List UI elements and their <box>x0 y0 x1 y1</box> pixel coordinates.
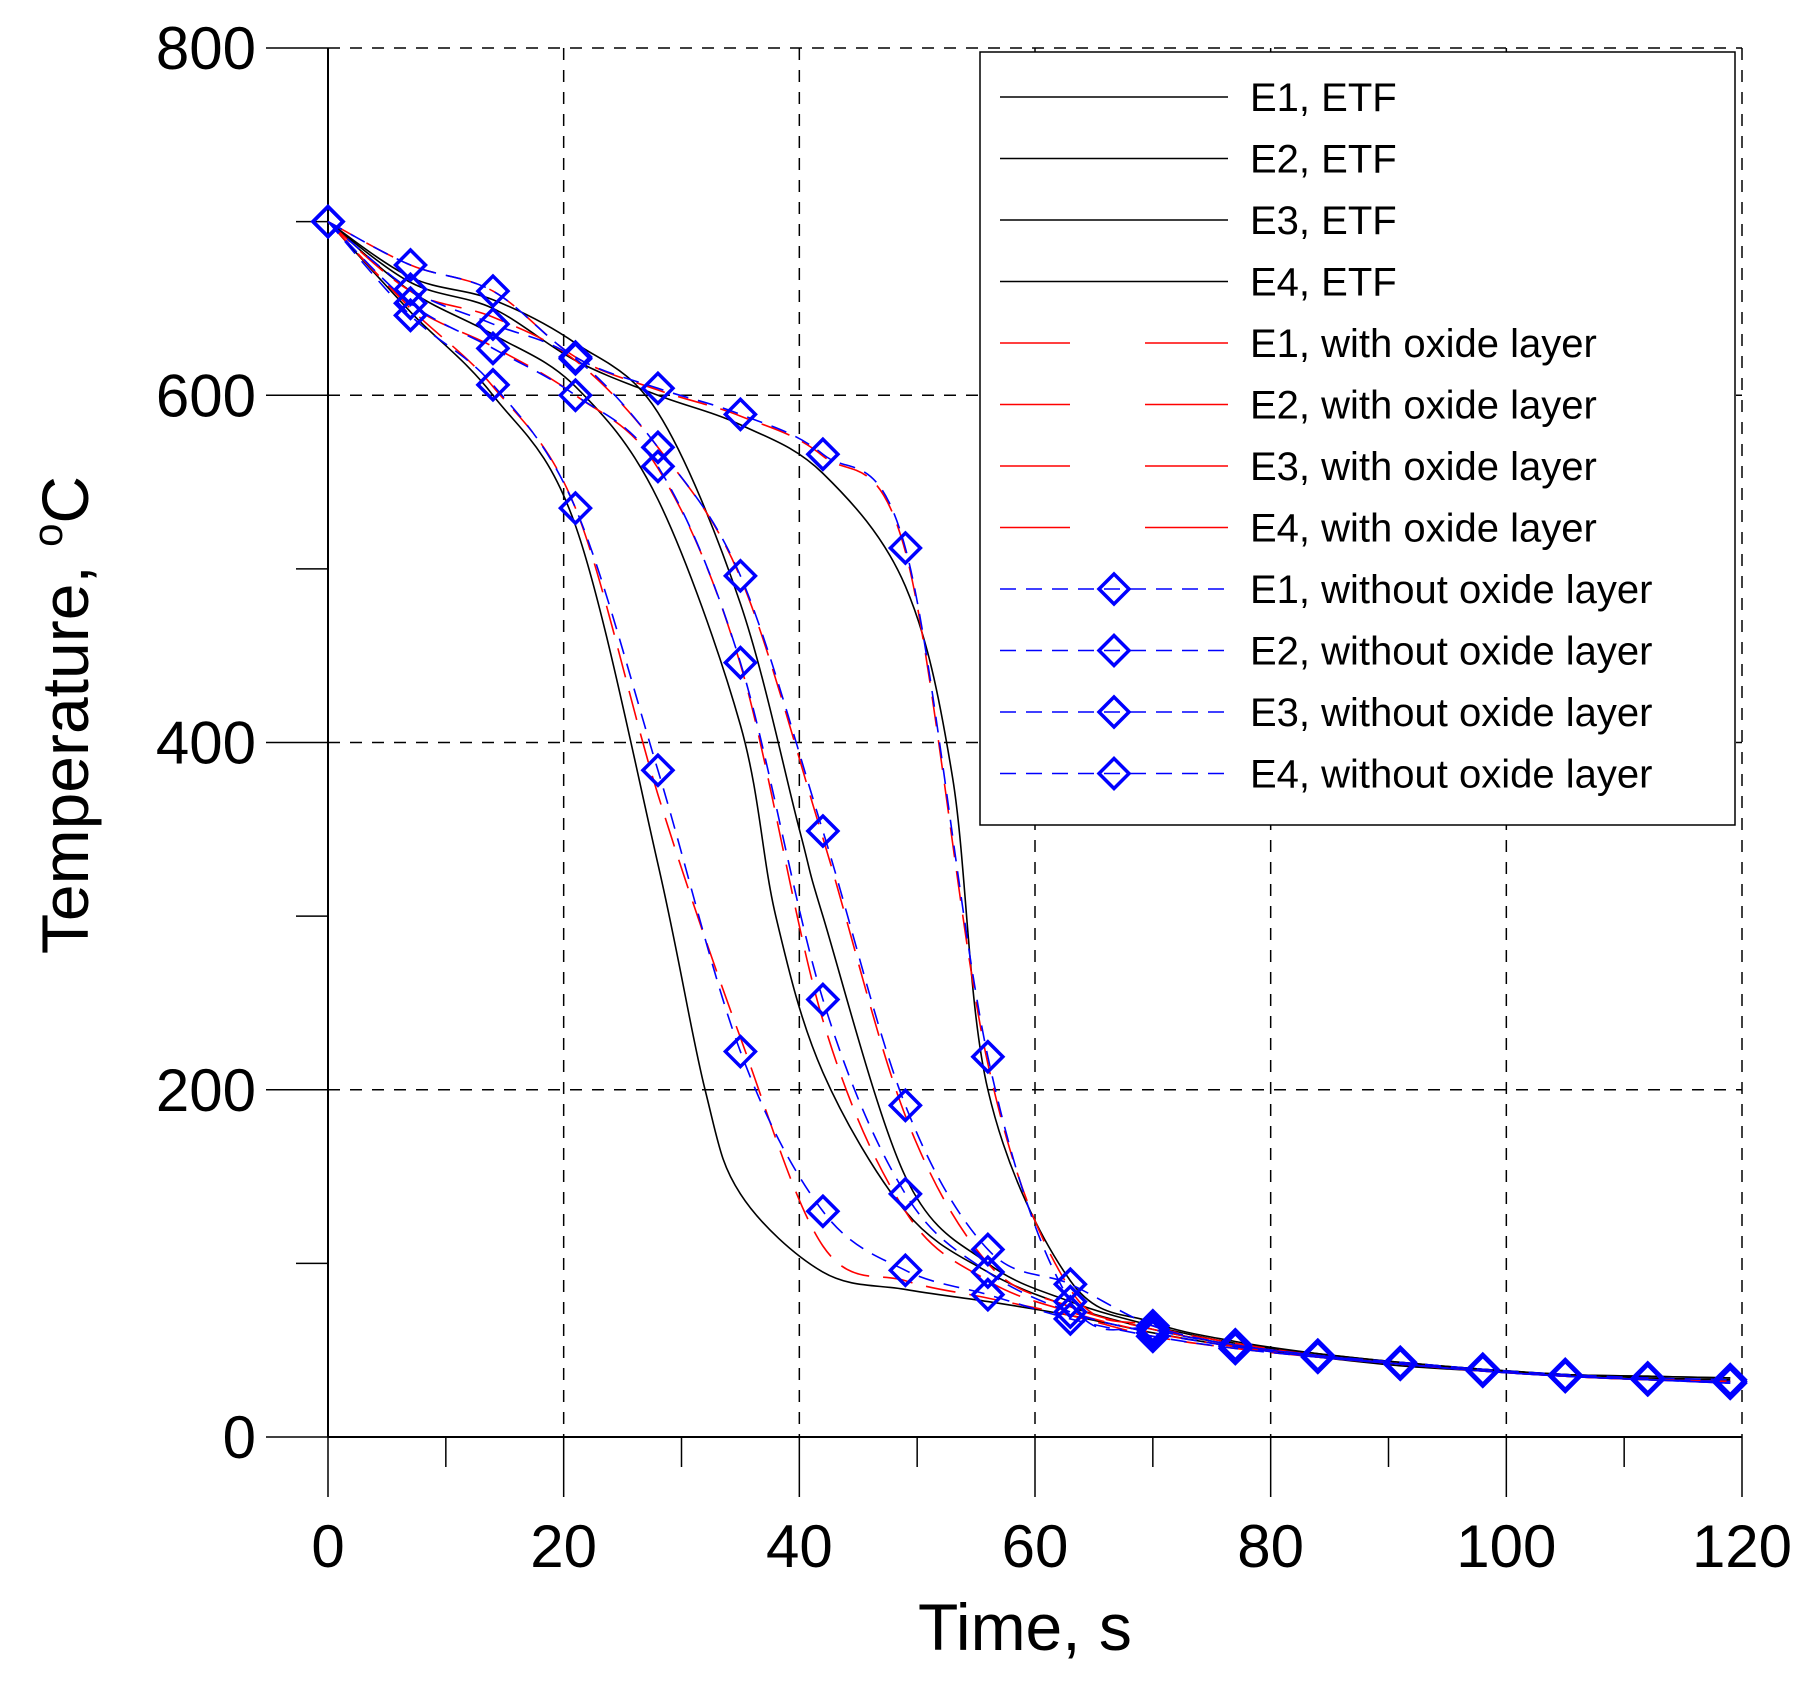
y-axis-title-main: Temperature, <box>28 547 102 954</box>
x-tick-label: 0 <box>311 1513 344 1580</box>
data-point-marker <box>393 285 428 321</box>
data-point-marker <box>887 1087 923 1123</box>
x-tick-label: 60 <box>1002 1513 1069 1580</box>
legend-item: E1, without oxide layer <box>1000 568 1652 612</box>
series-line-7 <box>327 221 1731 1383</box>
legend-item: E4, ETF <box>1000 261 1397 305</box>
axes: 0 20 40 60 80 100 120 0 200 400 600 800 <box>156 15 1792 1580</box>
y-tick-label: 600 <box>156 362 256 429</box>
legend-item: E4, without oxide layer <box>1000 753 1652 797</box>
data-point-marker <box>640 370 676 406</box>
data-point-marker <box>970 1254 1006 1290</box>
data-point-marker <box>1135 1315 1171 1351</box>
data-point-marker <box>1217 1327 1253 1363</box>
data-point-marker <box>557 490 593 526</box>
x-axis-title: Time, s <box>918 1590 1132 1664</box>
data-point-marker <box>1465 1353 1501 1389</box>
legend-label: E4, ETF <box>1250 261 1397 305</box>
data-point-marker <box>722 645 758 681</box>
data-markers <box>310 204 1748 1401</box>
data-point-marker <box>1382 1346 1418 1382</box>
data-point-marker <box>805 1193 841 1229</box>
x-tick-label: 100 <box>1456 1513 1556 1580</box>
data-point-marker <box>1052 1301 1088 1337</box>
legend-item: E3, without oxide layer <box>1000 691 1652 735</box>
legend-marker <box>1096 633 1132 668</box>
data-point-marker <box>640 752 676 788</box>
data-point-marker <box>722 396 758 432</box>
legend-label: E2, ETF <box>1250 138 1397 182</box>
data-point-marker <box>1052 1284 1088 1320</box>
series-line-11 <box>327 221 1731 1381</box>
data-point-marker <box>970 1277 1006 1313</box>
data-point-marker <box>475 330 511 366</box>
y-axis-title: Temperature, oC <box>24 476 102 954</box>
legend-item: E2, without oxide layer <box>1000 630 1652 674</box>
legend-item: E2, with oxide layer <box>1000 384 1597 428</box>
legend: E1, ETF E2, ETF E3, ETF E4, ETF E1, with oxi… <box>979 51 1736 826</box>
data-point-marker <box>887 530 923 566</box>
legend-label: E1, without oxide layer <box>1250 568 1652 612</box>
data-point-marker <box>475 367 511 403</box>
y-axis-title-degree: o <box>24 524 71 547</box>
legend-label: E1, with oxide layer <box>1250 322 1597 366</box>
series-line-9 <box>327 221 1731 1384</box>
y-tick-label: 200 <box>156 1057 256 1124</box>
legend-marker <box>1096 756 1132 791</box>
legend-label: E2, without oxide layer <box>1250 630 1652 674</box>
legend-marker <box>1096 571 1132 607</box>
y-axis-title-unit: C <box>28 476 102 524</box>
legend-label: E3, ETF <box>1250 199 1397 243</box>
data-point-marker <box>640 448 676 484</box>
legend-label: E1, ETF <box>1250 76 1397 120</box>
data-point-marker <box>722 558 758 594</box>
data-point-marker <box>805 981 841 1017</box>
legend-item: E3, with oxide layer <box>1000 445 1597 489</box>
data-point-marker <box>1300 1337 1336 1373</box>
data-point-marker <box>1547 1358 1583 1394</box>
legend-item: E4, with oxide layer <box>1000 507 1597 551</box>
data-point-marker <box>475 306 511 342</box>
x-tick-label: 20 <box>530 1513 597 1580</box>
legend-item: E2, ETF <box>1000 138 1397 182</box>
data-point-marker <box>393 271 428 307</box>
series-line-12 <box>327 220 1731 1383</box>
data-point-marker <box>722 1034 758 1070</box>
data-point-marker <box>1135 1311 1171 1347</box>
legend-item: E3, ETF <box>1000 199 1397 243</box>
legend-label: E3, without oxide layer <box>1250 691 1652 735</box>
y-tick-label: 400 <box>156 710 256 777</box>
legend-marker <box>1096 694 1132 730</box>
data-point-marker <box>310 204 346 240</box>
legend-item: E1, with oxide layer <box>1000 322 1597 366</box>
x-tick-label: 120 <box>1692 1513 1792 1580</box>
x-tick-label: 80 <box>1237 1513 1304 1580</box>
data-point-marker <box>970 1039 1006 1075</box>
data-point-marker <box>557 377 593 413</box>
data-point-marker <box>887 1176 923 1212</box>
y-tick-label: 0 <box>223 1404 256 1471</box>
data-point-marker <box>1630 1362 1666 1398</box>
legend-label: E3, with oxide layer <box>1250 445 1597 489</box>
data-point-marker <box>805 813 841 849</box>
legend-label: E4, without oxide layer <box>1250 753 1652 797</box>
y-tick-label: 800 <box>156 15 256 82</box>
legend-item: E1, ETF <box>1000 76 1397 120</box>
x-tick-label: 40 <box>766 1513 833 1580</box>
data-point-marker <box>475 273 511 309</box>
data-point-marker <box>557 339 593 375</box>
data-point-marker <box>1052 1266 1088 1302</box>
data-point-marker <box>805 436 841 472</box>
data-point-marker <box>1712 1363 1748 1399</box>
legend-box <box>979 51 1736 826</box>
data-point-marker <box>887 1252 923 1288</box>
data-point-marker <box>640 429 676 465</box>
legend-label: E2, with oxide layer <box>1250 384 1597 428</box>
data-point-marker <box>970 1232 1006 1267</box>
data-point-marker <box>1135 1308 1171 1344</box>
data-point-marker <box>393 247 428 283</box>
legend-label: E4, with oxide layer <box>1250 507 1597 551</box>
